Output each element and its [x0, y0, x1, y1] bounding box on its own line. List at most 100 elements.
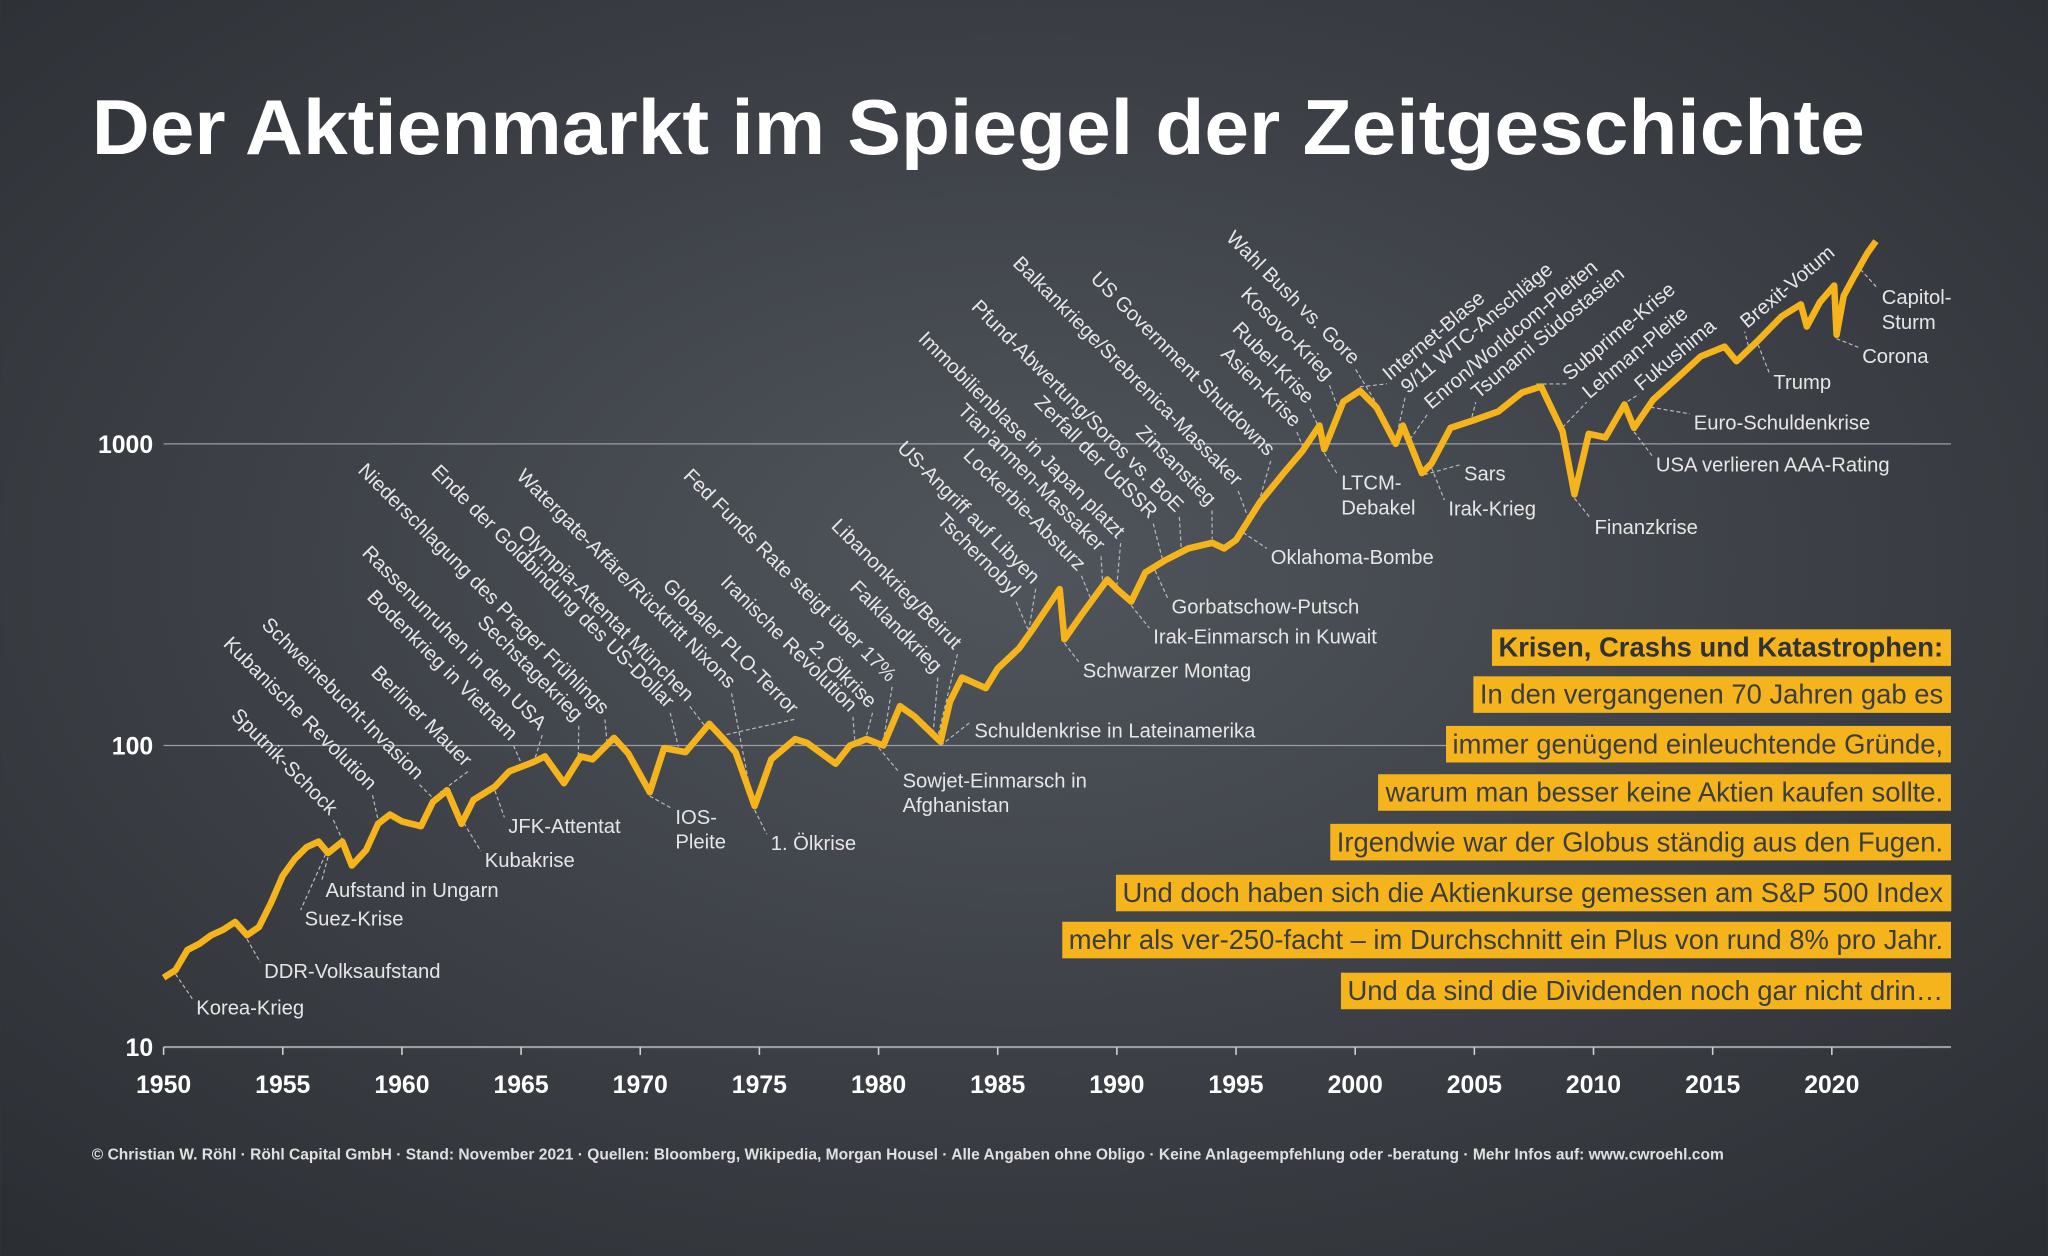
leader-line [1355, 369, 1378, 404]
event-label-line: IOS- [675, 807, 717, 829]
info-highlight [1446, 725, 1951, 763]
x-tick-label: 2005 [1447, 1072, 1502, 1099]
info-line: Und doch haben sich die Aktienkurse geme… [1122, 877, 1943, 908]
x-tick-label: 1990 [1089, 1072, 1144, 1099]
leader-line [1063, 642, 1080, 663]
event-label: USA verlieren AAA-Rating [1656, 454, 1890, 476]
info-row: mehr als ver-250-facht – im Durchschnitt… [1062, 921, 1951, 959]
event-label: JFK-Attentat [508, 816, 621, 838]
y-tick-label: 1000 [98, 432, 153, 459]
event-label: LTCM-Debakel [1341, 473, 1415, 520]
leader-line [1080, 575, 1092, 599]
info-highlight [1062, 921, 1951, 959]
info-highlight [1330, 823, 1951, 861]
y-tick-label: 10 [126, 1035, 154, 1062]
event-label: Corona [1862, 346, 1929, 368]
leader-line [321, 856, 329, 882]
event-label: DDR-Volksaufstand [264, 961, 440, 983]
event-label: Aufstand in Ungarn [325, 880, 498, 902]
info-line: Und da sind die Dividenden noch gar nich… [1347, 975, 1943, 1006]
x-tick-label: 1965 [493, 1072, 548, 1099]
info-row: immer genügend einleuchtende Gründe, [1446, 725, 1951, 763]
event-label: Capitol- Sturm [1882, 287, 1952, 334]
info-highlight [1378, 774, 1951, 811]
event-label: Finanzkrise [1595, 517, 1698, 539]
leader-line [1562, 401, 1588, 428]
x-tick-label: 1975 [732, 1072, 787, 1099]
event-label: Oklahoma-Bombe [1271, 547, 1434, 569]
leader-line [1836, 338, 1859, 348]
x-tick-label: 2020 [1804, 1072, 1859, 1099]
leader-line [1028, 588, 1037, 632]
leader-line [246, 938, 261, 963]
event-label: Korea-Krieg [196, 997, 304, 1019]
x-tick-label: 2010 [1566, 1072, 1621, 1099]
info-highlight [1491, 629, 1951, 666]
leader-line [1015, 601, 1030, 632]
leader-line [604, 719, 608, 742]
y-tick-label: 100 [112, 734, 153, 761]
event-label-line: Capitol- [1882, 287, 1952, 309]
leader-line [494, 790, 505, 818]
leader-line [463, 822, 482, 852]
leader-line [878, 747, 900, 772]
info-line: Irgendwie war der Globus ständig aus den… [1337, 826, 1943, 857]
info-highlight [1473, 676, 1951, 713]
leader-line [932, 677, 939, 731]
leader-line [1242, 532, 1268, 549]
leader-line [577, 725, 580, 757]
event-label: Irak-Einmarsch in Kuwait [1153, 627, 1377, 649]
event-label: Sars [1464, 463, 1506, 485]
leader-line [1328, 384, 1340, 410]
leader-line [1471, 401, 1477, 418]
event-label: Schuldenkrise in Lateinamerika [974, 721, 1256, 743]
leader-line [1178, 516, 1182, 549]
leader-line [866, 712, 874, 736]
leader-line [1573, 497, 1592, 519]
leader-line [512, 745, 522, 764]
event-label: Schwarzer Montag [1083, 661, 1252, 683]
info-row: Irgendwie war der Globus ständig aus den… [1330, 823, 1951, 861]
leader-line [1650, 406, 1690, 415]
info-row: Und da sind die Dividenden noch gar nich… [1340, 972, 1951, 1010]
leader-line [371, 794, 379, 821]
x-tick-label: 2000 [1328, 1072, 1383, 1099]
leader-line [669, 712, 679, 748]
leader-line [1154, 570, 1169, 599]
event-label: Trump [1773, 372, 1831, 394]
leader-line [1430, 467, 1445, 501]
footer: © Christian W. Röhl · Röhl Capital GmbH … [92, 1146, 1724, 1163]
x-tick-label: 1950 [136, 1072, 191, 1099]
event-label: Gorbatschow-Putsch [1172, 597, 1360, 619]
event-label: Kubakrise [485, 850, 575, 872]
event-label-line: Afghanistan [903, 795, 1010, 817]
event-label-line: Sturm [1882, 312, 1936, 334]
leader-line [1757, 344, 1771, 374]
info-line: In den vergangenen 70 Jahren gab es [1480, 679, 1943, 710]
event-label: 1. Ölkrise [771, 833, 856, 855]
series-line [161, 239, 1879, 981]
chart-title: Der Aktienmarkt im Spiegel der Zeitgesch… [92, 83, 1865, 171]
info-row: In den vergangenen 70 Jahren gab es [1473, 676, 1951, 713]
leader-line [1237, 490, 1249, 518]
event-label: Irak-Krieg [1448, 499, 1536, 521]
info-row: Krisen, Crashs und Katastrophen: [1491, 629, 1951, 666]
leader-line [1296, 431, 1304, 447]
leader-line [882, 686, 893, 742]
x-tick-label: 1960 [374, 1072, 429, 1099]
event-label-line: Debakel [1341, 497, 1415, 519]
leader-line [689, 705, 706, 726]
info-row: warum man besser keine Aktien kaufen sol… [1378, 774, 1951, 811]
leader-line [1130, 605, 1150, 629]
x-tick-label: 1970 [613, 1072, 668, 1099]
event-label: Euro-Schuldenkrise [1694, 413, 1870, 435]
leader-line [723, 718, 795, 736]
leader-line [852, 716, 856, 740]
leader-line [419, 784, 434, 799]
leader-line [649, 795, 672, 809]
leader-line [1116, 543, 1122, 586]
info-line: warum man besser keine Aktien kaufen sol… [1385, 777, 1944, 808]
leader-line [1744, 331, 1749, 346]
